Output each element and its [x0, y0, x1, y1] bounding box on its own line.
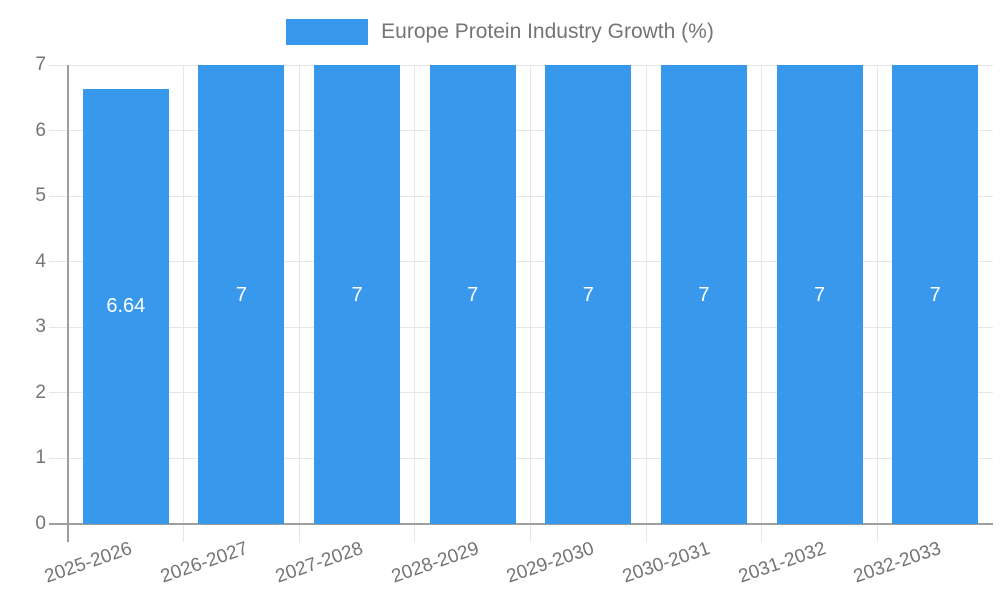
x-tick-label: 2027-2028: [273, 538, 366, 588]
x-gridline: [183, 65, 185, 542]
x-gridline: [414, 65, 416, 542]
y-gridline: [49, 326, 993, 328]
bar: [198, 65, 285, 524]
y-tick-label: 4: [35, 250, 46, 272]
bar: [429, 65, 516, 524]
x-tick-label: 2031-2032: [735, 538, 829, 588]
bar-value-label: 6.64: [106, 295, 146, 318]
legend-swatch-icon: [286, 19, 369, 45]
bar: [892, 65, 979, 524]
y-tick-label: 6: [35, 119, 46, 141]
y-gridline: [49, 457, 993, 459]
legend-label: Europe Protein Industry Growth (%): [381, 20, 714, 43]
chart-legend[interactable]: Europe Protein Industry Growth (%): [0, 17, 1000, 47]
bar: [776, 65, 863, 524]
bar-value-label: 7: [235, 283, 247, 306]
x-axis-line: [49, 523, 993, 525]
bar-value-label: 7: [814, 283, 826, 306]
bar-value-label: 7: [698, 283, 710, 306]
x-gridline: [530, 65, 531, 542]
x-tick-label: 2028-2029: [388, 538, 482, 588]
y-gridline: [49, 64, 993, 66]
y-gridline: [49, 261, 993, 263]
y-tick-label: 7: [35, 54, 46, 75]
bar-value-label: 7: [467, 283, 479, 306]
y-gridline: [49, 195, 993, 197]
x-gridline: [876, 65, 878, 542]
y-tick-label: 3: [35, 316, 46, 338]
x-gridline: [645, 65, 647, 542]
y-tick-label: 5: [35, 185, 46, 207]
x-tick-label: 2026-2027: [157, 538, 251, 588]
x-gridline: [298, 65, 300, 542]
x-tick-label: 2025-2026: [41, 538, 135, 588]
bar-value-label: 7: [582, 283, 594, 306]
bar: [660, 65, 747, 524]
y-gridline: [49, 130, 993, 132]
bar: [314, 65, 401, 524]
bar-value-label: 7: [929, 283, 941, 306]
bar: [545, 65, 632, 524]
y-gridline: [49, 392, 993, 394]
x-tick-label: 2029-2030: [504, 538, 598, 588]
bar: [82, 88, 169, 524]
x-tick-label: 2032-2033: [851, 538, 945, 588]
bar-value-label: 7: [351, 283, 363, 306]
y-tick-label: 0: [35, 513, 46, 534]
y-tick-label: 1: [35, 447, 46, 469]
y-tick-label: 2: [35, 381, 46, 403]
x-tick-label: 2030-2031: [620, 538, 713, 588]
y-axis-line: [67, 65, 69, 542]
x-gridline: [761, 65, 763, 542]
